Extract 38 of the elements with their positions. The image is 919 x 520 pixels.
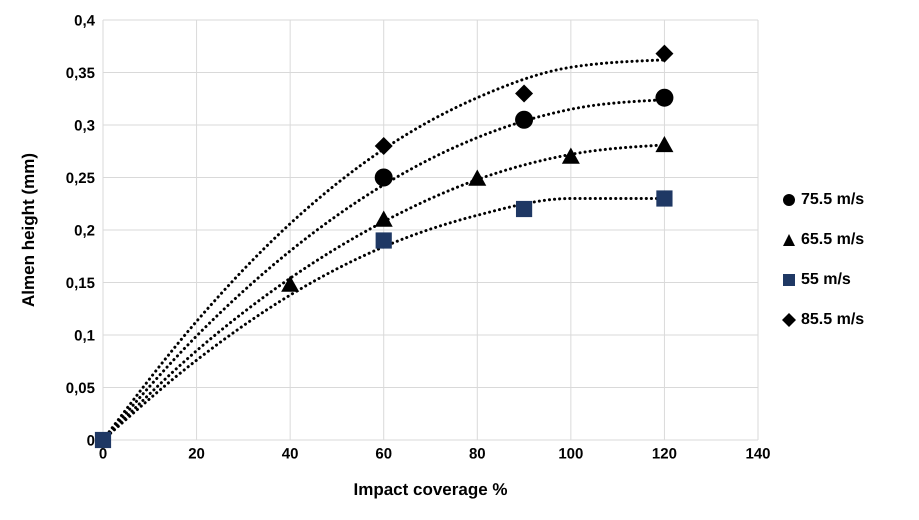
y-tick-label: 0,25 — [66, 170, 95, 187]
y-tick-label: 0,2 — [74, 222, 95, 240]
legend-label: 55 m/s — [801, 271, 851, 289]
y-tick-label: 0,05 — [66, 380, 95, 397]
x-axis-title: Impact coverage % — [353, 480, 508, 499]
x-tick-label: 120 — [652, 446, 677, 463]
point — [374, 168, 393, 186]
x-tick-label: 0 — [98, 446, 108, 463]
x-tick-label: 60 — [375, 446, 392, 463]
x-tick-label: 20 — [188, 446, 205, 463]
point — [281, 276, 300, 292]
point — [655, 44, 674, 63]
y-tick-label: 0,1 — [74, 327, 95, 344]
point — [655, 88, 674, 107]
y-tick-label: 0,4 — [74, 12, 96, 30]
y-tick-label: 0,35 — [66, 64, 95, 82]
point — [516, 200, 532, 218]
point — [562, 148, 580, 164]
legend-label: 65.5 m/s — [801, 231, 864, 249]
point — [374, 210, 393, 227]
point — [376, 232, 392, 249]
x-tick-label: 40 — [282, 446, 298, 463]
point — [515, 110, 534, 129]
x-tick-label: 80 — [468, 446, 486, 463]
point — [515, 84, 534, 102]
x-tick-label: 140 — [745, 446, 771, 463]
y-tick-label: 0,15 — [66, 274, 95, 292]
y-axis-title: Almen height (mm) — [19, 153, 38, 307]
point — [94, 432, 112, 448]
y-tick-label: 0 — [86, 432, 95, 450]
x-tick-label: 100 — [558, 446, 584, 463]
legend-label: 75.5 m/s — [801, 191, 864, 209]
point — [468, 170, 486, 186]
point — [656, 190, 673, 207]
point — [374, 137, 393, 155]
y-tick-label: 0,3 — [74, 117, 95, 134]
point — [655, 136, 674, 152]
legend-label: 85.5 m/s — [801, 311, 864, 329]
